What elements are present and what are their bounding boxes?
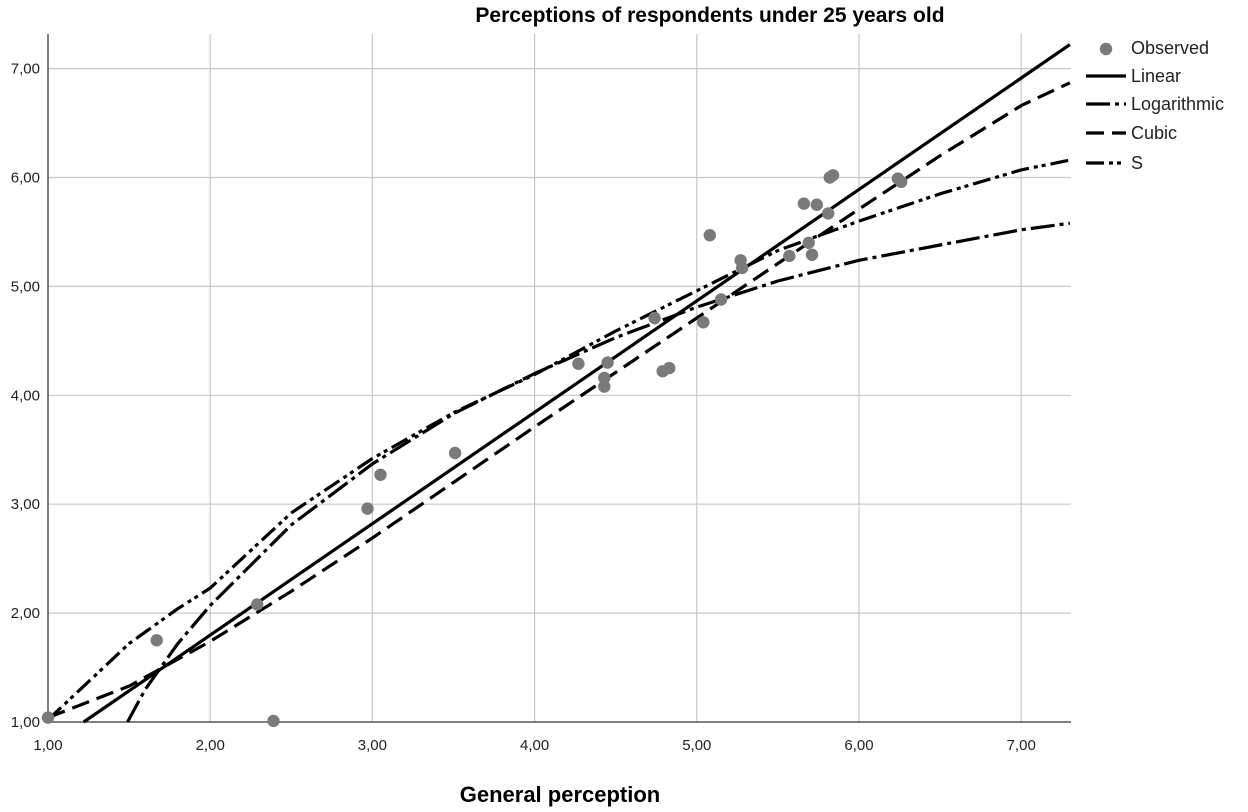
observed-point: [797, 197, 811, 210]
observed-point: [361, 502, 374, 515]
observed-point: [572, 357, 585, 370]
observed-point: [895, 175, 908, 189]
observed-point: [736, 261, 749, 275]
series-line-logarithmic: [126, 221, 1071, 723]
legend-marker-observed: [1099, 42, 1113, 56]
observed-point: [714, 293, 728, 306]
y-tick-label: 3,00: [11, 496, 40, 513]
x-tick-labels: 1,00 2,00 3,00 4,00 5,00 6,00 7,00: [33, 737, 1035, 754]
observed-point: [267, 714, 280, 728]
observed-points: [41, 169, 908, 728]
series-line-linear: [82, 43, 1071, 724]
observed-point: [598, 371, 611, 385]
observed-point: [598, 380, 611, 393]
observed-point: [826, 169, 840, 182]
legend-label: Observed: [1131, 38, 1209, 58]
observed-point: [783, 249, 796, 263]
observed-point: [251, 598, 264, 611]
observed-point: [822, 207, 835, 220]
y-tick-label: 5,00: [11, 278, 40, 295]
x-tick-label: 4,00: [520, 737, 549, 754]
fit-lines: [46, 43, 1071, 724]
y-tick-label: 2,00: [11, 605, 40, 622]
legend: Observed Linear Logarithmic Cubic S: [1086, 38, 1224, 173]
observed-point: [648, 311, 661, 325]
observed-point: [448, 446, 462, 460]
x-tick-label: 6,00: [844, 737, 873, 754]
observed-point: [663, 361, 676, 375]
legend-label: Linear: [1131, 66, 1181, 86]
observed-point: [41, 711, 55, 724]
x-tick-label: 1,00: [33, 737, 62, 754]
observed-point: [601, 356, 614, 369]
y-tick-label: 6,00: [11, 170, 40, 187]
x-axis-label: General perception: [460, 782, 661, 807]
series-line-s: [46, 158, 1071, 721]
series-line-cubic: [47, 81, 1071, 720]
grid: [47, 34, 1071, 723]
y-tick-label: 1,00: [11, 714, 40, 731]
legend-label: S: [1131, 153, 1143, 173]
y-tick-label: 7,00: [11, 61, 40, 78]
chart-title: Perceptions of respondents under 25 year…: [475, 4, 944, 27]
x-tick-label: 3,00: [358, 737, 387, 754]
observed-point: [802, 236, 815, 249]
x-tick-label: 2,00: [196, 737, 225, 754]
observed-point: [703, 229, 716, 242]
y-tick-labels: 1,00 2,00 3,00 4,00 5,00 6,00 7,00: [11, 61, 40, 731]
x-tick-label: 7,00: [1007, 737, 1036, 754]
observed-point: [697, 316, 710, 329]
observed-point: [150, 634, 163, 647]
legend-label: Logarithmic: [1131, 94, 1224, 114]
observed-point: [810, 198, 823, 211]
y-tick-label: 4,00: [11, 387, 40, 404]
observed-point: [805, 248, 819, 261]
x-tick-label: 5,00: [682, 737, 711, 754]
legend-label: Cubic: [1131, 123, 1177, 143]
observed-point: [374, 468, 387, 481]
